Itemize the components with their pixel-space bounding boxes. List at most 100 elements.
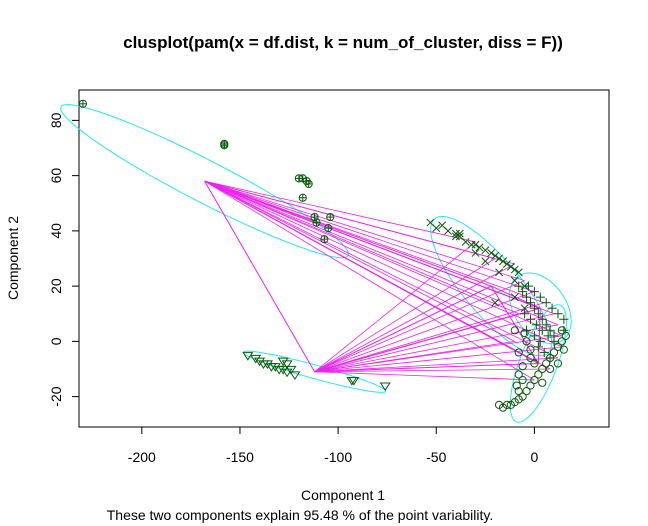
data-point <box>487 249 496 257</box>
data-point <box>538 364 547 374</box>
data-point <box>546 364 555 374</box>
data-point <box>539 347 549 358</box>
fan-line-2-15 <box>314 241 476 373</box>
data-point <box>557 337 566 346</box>
data-point <box>289 371 301 381</box>
y-tick-label: 40 <box>48 223 64 239</box>
data-point <box>506 262 515 271</box>
data-point <box>529 303 540 313</box>
connector-line-1-5 <box>204 180 315 373</box>
data-point <box>451 229 460 238</box>
data-point <box>277 357 289 367</box>
fan-line-2-10 <box>314 368 551 373</box>
data-point <box>518 375 527 385</box>
data-point <box>491 251 500 260</box>
fan-line-1-2 <box>204 180 525 281</box>
data-point <box>529 287 540 297</box>
data-point <box>78 99 88 108</box>
data-point <box>510 293 519 302</box>
x-tick-label: -200 <box>128 449 156 465</box>
data-point <box>523 281 534 291</box>
data-point <box>519 309 530 319</box>
data-point <box>512 381 521 390</box>
fan-line-1-12 <box>204 180 515 342</box>
data-point <box>518 392 527 401</box>
data-point <box>546 353 555 363</box>
x-tick-label: -50 <box>426 449 446 465</box>
data-point <box>549 336 559 346</box>
y-axis-label: Component 2 <box>5 216 21 300</box>
data-point <box>529 331 540 341</box>
data-point <box>514 386 523 396</box>
data-point <box>298 193 307 202</box>
data-point <box>502 260 511 268</box>
data-point <box>510 265 519 274</box>
fan-line-1-9 <box>204 180 559 359</box>
data-point <box>481 257 490 266</box>
fan-line-2-1 <box>314 263 515 373</box>
y-tick-label: 60 <box>48 168 64 184</box>
data-point <box>495 268 504 277</box>
plot-frame <box>78 89 610 428</box>
data-point <box>220 139 229 148</box>
cluster-ellipse-3 <box>508 272 572 345</box>
data-point <box>518 287 528 297</box>
data-point <box>559 314 569 324</box>
fan-line-1-13 <box>204 180 519 315</box>
cluster-ellipse-2 <box>430 216 553 357</box>
fan-line-2-12 <box>314 340 515 373</box>
y-tick-label: 0 <box>48 337 64 345</box>
data-point <box>541 320 551 330</box>
fan-line-2-11 <box>314 371 535 381</box>
data-point <box>242 352 254 361</box>
data-point <box>520 304 529 313</box>
y-tick-label: 80 <box>48 112 64 128</box>
x-tick-label: -150 <box>226 449 254 465</box>
data-point <box>545 325 555 335</box>
fan-line-2-13 <box>314 313 519 373</box>
chart-title: clusplot(pam(x = df.dist, k = num_of_clu… <box>123 33 563 52</box>
data-point <box>432 224 441 233</box>
data-point <box>537 314 547 324</box>
data-point <box>451 232 460 241</box>
fan-line-2-2 <box>314 280 525 373</box>
fan-line-1-11 <box>204 180 535 381</box>
data-point <box>557 326 566 335</box>
data-point <box>559 345 568 354</box>
cluster-connector-lines <box>204 180 563 381</box>
connector-line-2-3 <box>491 285 541 309</box>
fan-line-1-3 <box>204 180 535 293</box>
y-tick-label: 20 <box>48 278 64 294</box>
y-tick-label: -20 <box>48 386 64 406</box>
data-point <box>471 240 480 249</box>
data-point <box>514 281 524 291</box>
data-point <box>269 363 281 372</box>
data-point <box>304 179 313 189</box>
data-point <box>537 325 547 335</box>
data-point <box>514 348 523 357</box>
data-point <box>525 314 536 324</box>
data-point <box>520 328 529 338</box>
data-point <box>494 400 504 410</box>
data-point <box>535 336 545 346</box>
cluster-ellipse-4 <box>509 304 567 423</box>
data-point <box>526 381 535 390</box>
fan-line-1-5 <box>204 180 555 315</box>
fan-line-1-7 <box>204 180 563 337</box>
data-point <box>379 382 391 392</box>
variability-note: These two components explain 95.48 % of … <box>107 507 494 523</box>
cluster-ellipses <box>60 104 572 423</box>
data-point <box>561 331 570 340</box>
fan-line-2-4 <box>314 302 545 373</box>
data-point <box>324 224 333 233</box>
data-point <box>526 345 535 354</box>
data-point <box>495 254 504 263</box>
data-point <box>510 326 519 335</box>
data-point <box>542 359 551 368</box>
data-point <box>467 240 476 249</box>
data-point <box>526 353 535 363</box>
data-point <box>533 342 543 352</box>
data-point <box>254 357 266 367</box>
data-point <box>514 268 523 277</box>
data-point <box>533 309 543 319</box>
